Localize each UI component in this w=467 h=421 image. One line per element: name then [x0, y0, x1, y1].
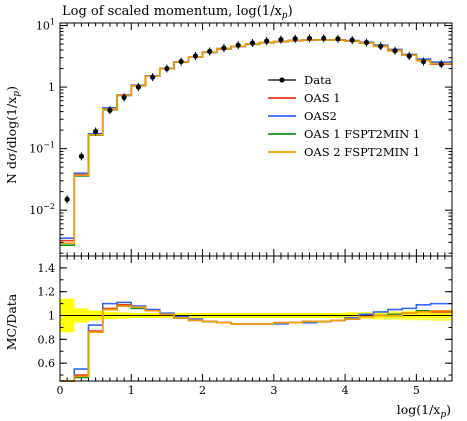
- plot-title: Log of scaled momentum, log(1/xp): [62, 4, 293, 21]
- x-axis-label: log(1/xp): [397, 402, 451, 420]
- ratio-y-tick-label: 0.8: [38, 333, 56, 346]
- x-tick-label: 2: [199, 384, 206, 397]
- data-point: [164, 65, 170, 72]
- x-tick-label: 3: [270, 384, 277, 397]
- data-point: [335, 36, 341, 42]
- ratio-y-tick-label: 1.4: [38, 262, 56, 275]
- legend-label: Data: [304, 73, 332, 87]
- data-point: [278, 37, 284, 43]
- series-line-oas-2-fspt2min-1: [60, 39, 452, 245]
- data-point: [178, 58, 184, 65]
- legend: Data OAS 1 OAS2 OAS 1 FSPT2MIN 1 OAS 2 FSPT2…: [268, 73, 420, 159]
- data-point: [221, 45, 227, 51]
- main-plot-panel: 10−2 10−1 1 101: [29, 18, 453, 381]
- y-tick-label: 10−1: [29, 141, 55, 156]
- data-point: [264, 38, 270, 44]
- data-point: [135, 84, 141, 90]
- legend-data-marker: [279, 77, 285, 83]
- data-point: [349, 37, 355, 43]
- ratio-frame: [59, 255, 453, 382]
- legend-label: OAS 2 FSPT2MIN 1: [304, 145, 420, 159]
- data-point: [306, 35, 313, 41]
- x-tick-label: 1: [128, 384, 135, 397]
- ratio-line-oas-2-fspt2min-1: [60, 305, 452, 382]
- data-point: [93, 128, 99, 135]
- ratio-plot-panel: 0 1 2 3 4 5 0.6 0.8 1 1.2 1.4: [38, 255, 453, 397]
- y-tick-label: 10−2: [29, 202, 55, 217]
- data-point: [150, 74, 156, 80]
- data-point: [420, 58, 427, 65]
- data-point: [121, 94, 127, 100]
- data-point: [292, 36, 298, 42]
- data-point: [363, 39, 370, 46]
- data-point: [406, 53, 412, 59]
- legend-label: OAS2: [304, 109, 337, 123]
- legend-label: OAS 1: [304, 91, 341, 105]
- data-point: [64, 196, 70, 202]
- y-tick-label: 1: [48, 81, 55, 94]
- legend-label: OAS 1 FSPT2MIN 1: [304, 127, 420, 141]
- ratio-y-tick-label: 1: [48, 310, 55, 323]
- data-point: [249, 40, 256, 46]
- series-line-oas-1-fspt2min-1: [60, 39, 452, 246]
- x-tick-label: 4: [342, 384, 349, 397]
- data-point: [378, 43, 384, 49]
- data-point: [438, 61, 444, 67]
- data-point: [321, 35, 327, 41]
- data-point: [107, 107, 113, 113]
- ratio-y-tick-label: 1.2: [38, 286, 56, 299]
- data-point: [192, 53, 199, 59]
- data-point: [78, 153, 84, 159]
- ratio-y-tick-label: 0.6: [38, 357, 56, 370]
- y-tick-label: 101: [36, 18, 55, 33]
- data-point: [235, 42, 241, 48]
- data-point: [207, 48, 213, 55]
- x-tick-label: 0: [57, 384, 64, 397]
- main-y-axis-label: N dσ/dlog(1/xp): [4, 86, 22, 184]
- data-point: [392, 48, 398, 54]
- ratio-y-axis-label: MC/Data: [4, 293, 19, 350]
- x-tick-label: 5: [413, 384, 420, 397]
